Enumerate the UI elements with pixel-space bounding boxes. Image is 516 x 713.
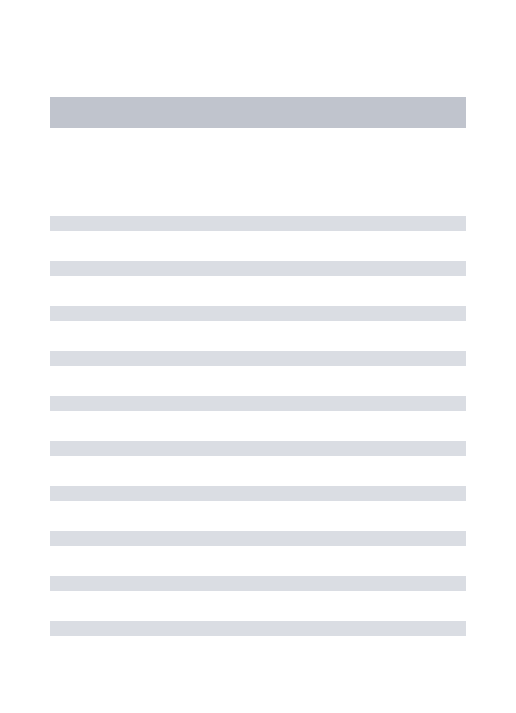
skeleton-group: [50, 216, 466, 411]
skeleton-line: [50, 306, 466, 321]
skeleton-line: [50, 396, 466, 411]
skeleton-line: [50, 261, 466, 276]
skeleton-title-bar: [50, 97, 466, 128]
skeleton-line: [50, 621, 466, 636]
skeleton-line: [50, 531, 466, 546]
skeleton-group: [50, 441, 466, 636]
skeleton-line: [50, 216, 466, 231]
skeleton-line: [50, 441, 466, 456]
skeleton-line: [50, 351, 466, 366]
skeleton-line: [50, 486, 466, 501]
skeleton-groups: [50, 216, 466, 636]
skeleton-container: [0, 0, 516, 636]
skeleton-line: [50, 576, 466, 591]
